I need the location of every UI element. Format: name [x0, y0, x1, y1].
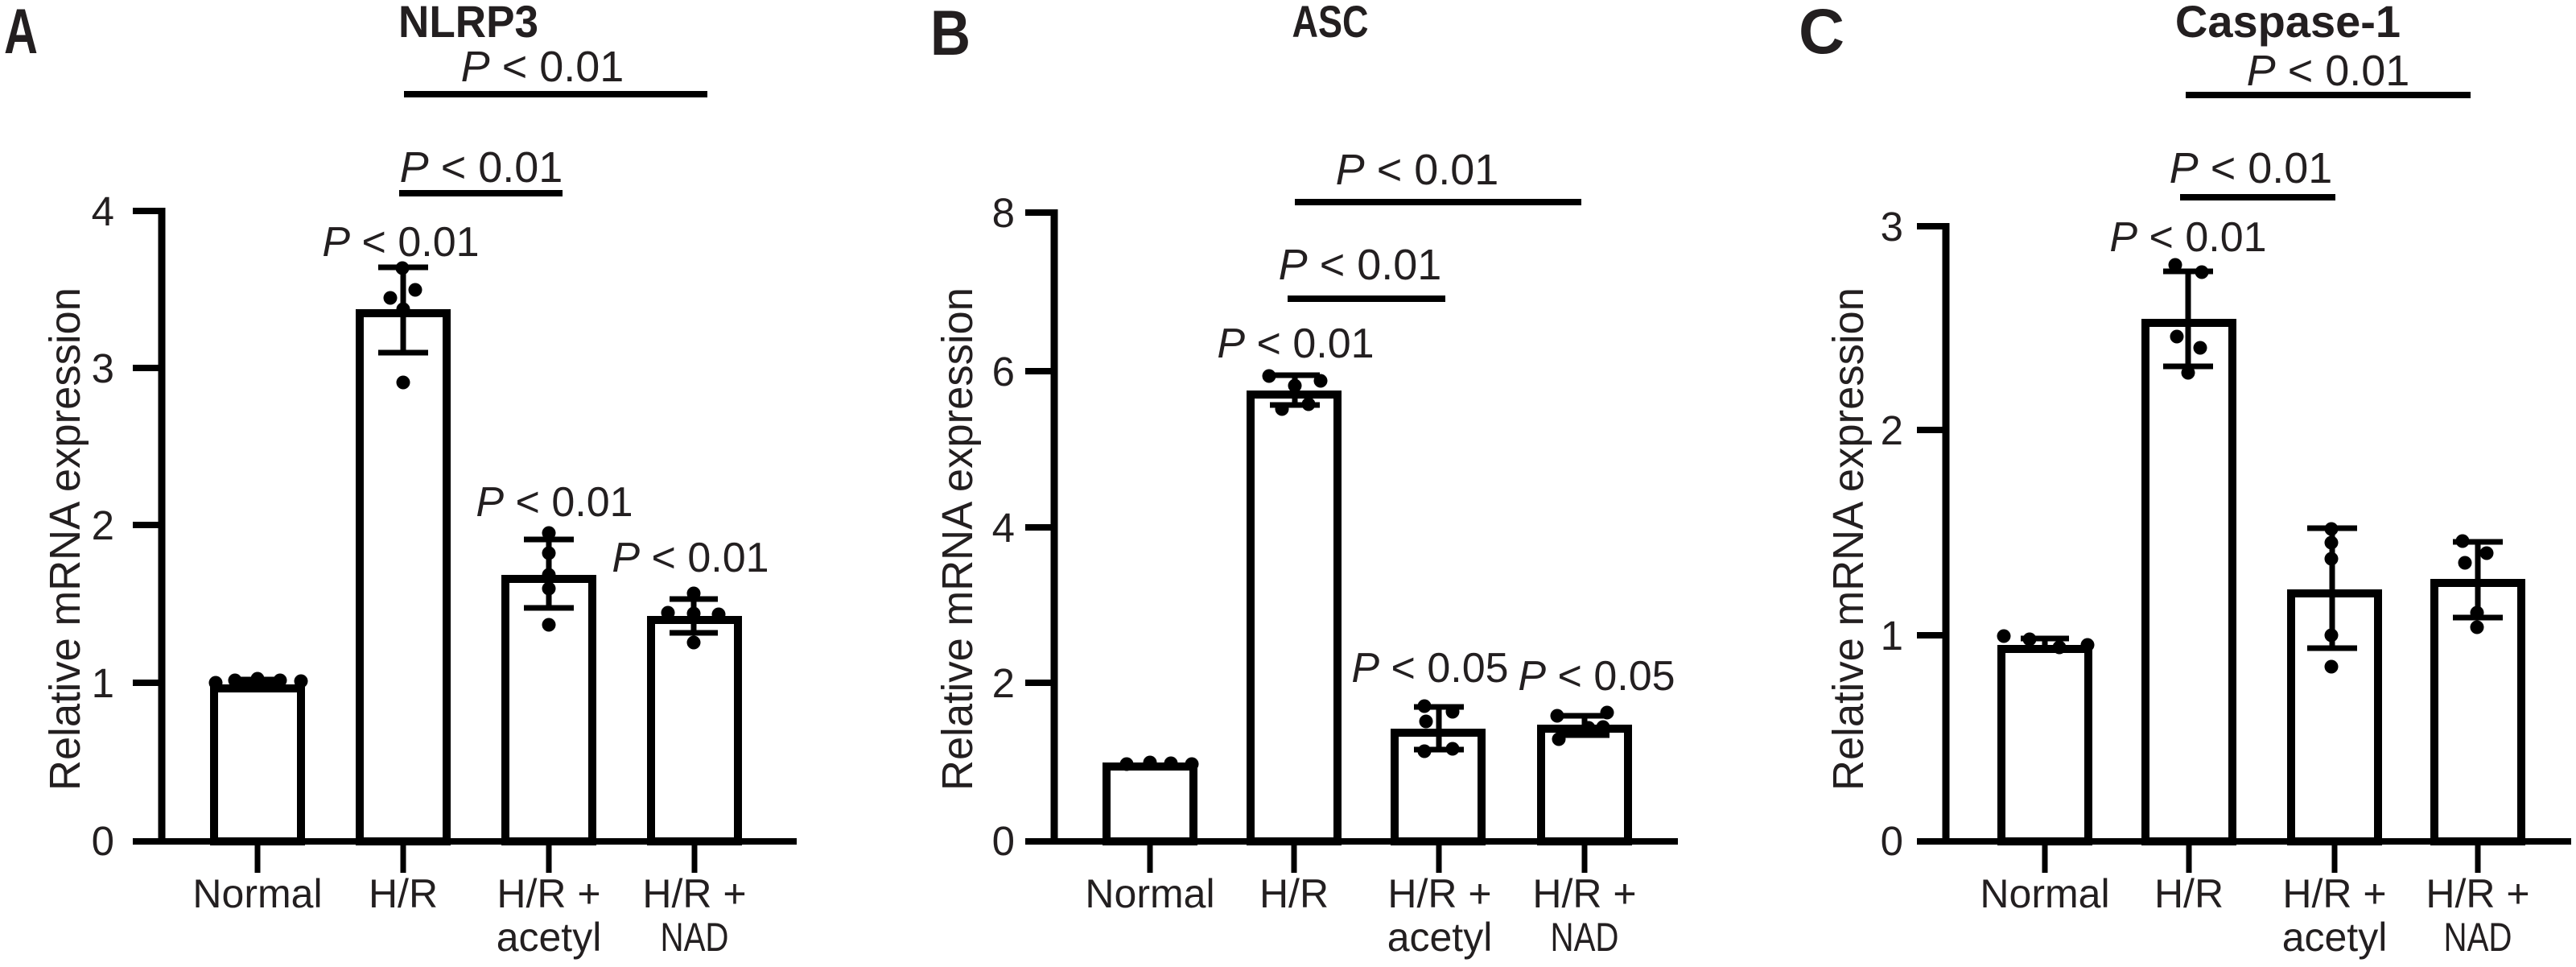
svg-text:3: 3	[1881, 204, 1903, 250]
svg-text:acetyl: acetyl	[497, 915, 602, 960]
svg-text:H/R +: H/R +	[642, 871, 746, 916]
svg-text:P < 0.01: P < 0.01	[476, 479, 633, 526]
svg-text:acetyl: acetyl	[2282, 915, 2388, 960]
svg-text:H/R +: H/R +	[1532, 871, 1636, 916]
svg-text:NAD: NAD	[1551, 915, 1619, 960]
svg-text:0: 0	[992, 818, 1015, 864]
svg-text:H/R +: H/R +	[2426, 871, 2529, 916]
svg-text:H/R +: H/R +	[2282, 871, 2386, 916]
svg-text:ASC: ASC	[1292, 0, 1369, 47]
svg-text:B: B	[930, 0, 971, 68]
svg-text:C: C	[1799, 0, 1844, 67]
svg-text:P < 0.01: P < 0.01	[1279, 241, 1442, 289]
svg-text:H/R +: H/R +	[1387, 871, 1491, 916]
svg-text:4: 4	[992, 505, 1015, 551]
svg-text:1: 1	[92, 660, 114, 706]
svg-text:Normal: Normal	[1980, 871, 2109, 916]
svg-text:2: 2	[92, 502, 114, 548]
svg-text:acetyl: acetyl	[1387, 915, 1493, 960]
svg-text:P < 0.01: P < 0.01	[2247, 47, 2410, 95]
svg-text:P < 0.01: P < 0.01	[612, 535, 769, 581]
svg-text:1: 1	[1881, 613, 1903, 659]
svg-text:H/R +: H/R +	[497, 871, 600, 916]
svg-text:NAD: NAD	[661, 915, 729, 960]
svg-text:P < 0.01: P < 0.01	[1336, 146, 1499, 194]
svg-text:Relative mRNA expression: Relative mRNA expression	[934, 287, 982, 791]
svg-text:3: 3	[92, 345, 114, 391]
svg-text:P < 0.01: P < 0.01	[2109, 214, 2266, 261]
svg-text:Relative mRNA expression: Relative mRNA expression	[1824, 287, 1873, 791]
svg-text:H/R: H/R	[2154, 871, 2224, 916]
svg-text:NLRP3: NLRP3	[398, 0, 538, 47]
svg-text:2: 2	[992, 660, 1015, 706]
svg-text:NAD: NAD	[2444, 915, 2512, 960]
svg-text:A: A	[4, 0, 38, 67]
svg-text:H/R: H/R	[1259, 871, 1329, 916]
svg-text:8: 8	[992, 190, 1015, 236]
svg-text:P < 0.01: P < 0.01	[400, 143, 563, 192]
svg-text:Relative mRNA expression: Relative mRNA expression	[41, 287, 89, 791]
svg-text:P < 0.01: P < 0.01	[461, 43, 624, 91]
svg-text:H/R: H/R	[369, 871, 438, 916]
svg-text:P < 0.01: P < 0.01	[322, 219, 479, 266]
svg-text:0: 0	[92, 818, 114, 864]
svg-text:Normal: Normal	[1085, 871, 1214, 916]
svg-text:Normal: Normal	[192, 871, 322, 916]
svg-text:P < 0.05: P < 0.05	[1518, 653, 1675, 700]
svg-text:P < 0.01: P < 0.01	[2170, 144, 2333, 192]
svg-text:4: 4	[92, 188, 114, 234]
svg-text:0: 0	[1881, 818, 1903, 864]
svg-text:2: 2	[1881, 407, 1903, 453]
svg-text:6: 6	[992, 349, 1015, 395]
svg-text:P < 0.05: P < 0.05	[1351, 645, 1508, 692]
svg-text:Caspase-1: Caspase-1	[2175, 0, 2401, 47]
svg-text:P < 0.01: P < 0.01	[1217, 320, 1374, 367]
